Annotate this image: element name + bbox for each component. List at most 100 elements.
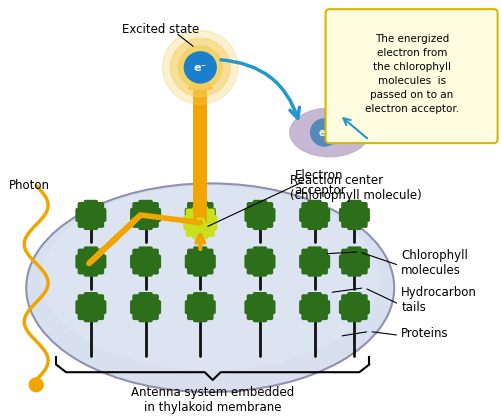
FancyBboxPatch shape bbox=[347, 216, 361, 230]
FancyBboxPatch shape bbox=[92, 208, 106, 222]
FancyBboxPatch shape bbox=[347, 200, 361, 214]
FancyBboxPatch shape bbox=[187, 294, 201, 308]
FancyBboxPatch shape bbox=[78, 249, 92, 263]
FancyBboxPatch shape bbox=[138, 247, 152, 260]
FancyBboxPatch shape bbox=[84, 200, 98, 214]
FancyBboxPatch shape bbox=[184, 208, 199, 222]
FancyBboxPatch shape bbox=[347, 247, 361, 260]
Circle shape bbox=[310, 303, 319, 312]
Circle shape bbox=[86, 303, 95, 312]
Text: Excited state: Excited state bbox=[122, 23, 199, 36]
Circle shape bbox=[178, 46, 222, 89]
FancyBboxPatch shape bbox=[353, 294, 367, 308]
FancyBboxPatch shape bbox=[252, 262, 267, 277]
FancyBboxPatch shape bbox=[138, 216, 152, 230]
FancyBboxPatch shape bbox=[199, 209, 214, 224]
FancyBboxPatch shape bbox=[246, 294, 261, 308]
FancyBboxPatch shape bbox=[84, 216, 98, 230]
FancyBboxPatch shape bbox=[338, 208, 353, 222]
Circle shape bbox=[141, 257, 150, 266]
FancyBboxPatch shape bbox=[258, 202, 273, 216]
FancyBboxPatch shape bbox=[201, 215, 217, 230]
FancyBboxPatch shape bbox=[90, 214, 104, 228]
Circle shape bbox=[310, 210, 319, 219]
FancyBboxPatch shape bbox=[307, 262, 321, 277]
FancyBboxPatch shape bbox=[246, 202, 261, 216]
Circle shape bbox=[170, 38, 229, 97]
FancyBboxPatch shape bbox=[347, 292, 361, 306]
FancyBboxPatch shape bbox=[199, 306, 213, 320]
FancyBboxPatch shape bbox=[244, 255, 259, 269]
Circle shape bbox=[349, 257, 358, 266]
FancyBboxPatch shape bbox=[144, 214, 158, 228]
FancyBboxPatch shape bbox=[78, 294, 92, 308]
FancyBboxPatch shape bbox=[301, 306, 315, 320]
FancyBboxPatch shape bbox=[187, 249, 201, 263]
FancyBboxPatch shape bbox=[307, 292, 321, 306]
FancyBboxPatch shape bbox=[138, 200, 152, 214]
FancyBboxPatch shape bbox=[138, 292, 152, 306]
FancyBboxPatch shape bbox=[301, 294, 315, 308]
Circle shape bbox=[349, 210, 358, 219]
FancyBboxPatch shape bbox=[90, 306, 104, 320]
Circle shape bbox=[141, 303, 150, 312]
FancyBboxPatch shape bbox=[299, 300, 313, 314]
FancyBboxPatch shape bbox=[84, 308, 98, 322]
FancyBboxPatch shape bbox=[84, 262, 98, 277]
Circle shape bbox=[162, 31, 237, 104]
FancyBboxPatch shape bbox=[199, 249, 213, 263]
FancyBboxPatch shape bbox=[315, 300, 330, 314]
FancyBboxPatch shape bbox=[144, 294, 158, 308]
Text: Proteins: Proteins bbox=[400, 327, 448, 340]
FancyBboxPatch shape bbox=[299, 255, 313, 269]
FancyBboxPatch shape bbox=[338, 300, 353, 314]
FancyBboxPatch shape bbox=[185, 222, 201, 237]
Text: Reaction center
(chlorophyll molecule): Reaction center (chlorophyll molecule) bbox=[289, 174, 421, 202]
FancyBboxPatch shape bbox=[261, 300, 275, 314]
FancyBboxPatch shape bbox=[144, 260, 158, 275]
FancyBboxPatch shape bbox=[307, 308, 321, 322]
FancyBboxPatch shape bbox=[199, 202, 213, 216]
Circle shape bbox=[86, 257, 95, 266]
FancyBboxPatch shape bbox=[78, 306, 92, 320]
FancyBboxPatch shape bbox=[187, 260, 201, 275]
FancyBboxPatch shape bbox=[347, 262, 361, 277]
Text: Photon: Photon bbox=[10, 179, 50, 192]
Ellipse shape bbox=[289, 108, 369, 157]
FancyBboxPatch shape bbox=[144, 249, 158, 263]
FancyBboxPatch shape bbox=[244, 208, 259, 222]
Circle shape bbox=[255, 257, 264, 266]
FancyBboxPatch shape bbox=[315, 255, 330, 269]
FancyBboxPatch shape bbox=[355, 255, 369, 269]
FancyBboxPatch shape bbox=[341, 294, 355, 308]
FancyBboxPatch shape bbox=[92, 255, 106, 269]
Text: e⁻: e⁻ bbox=[318, 129, 330, 139]
FancyBboxPatch shape bbox=[90, 260, 104, 275]
FancyBboxPatch shape bbox=[261, 208, 275, 222]
FancyBboxPatch shape bbox=[75, 300, 90, 314]
FancyBboxPatch shape bbox=[299, 208, 313, 222]
FancyBboxPatch shape bbox=[183, 215, 198, 230]
FancyBboxPatch shape bbox=[192, 224, 208, 239]
FancyBboxPatch shape bbox=[313, 202, 327, 216]
FancyBboxPatch shape bbox=[132, 260, 146, 275]
FancyBboxPatch shape bbox=[193, 308, 207, 322]
Circle shape bbox=[86, 210, 95, 219]
FancyBboxPatch shape bbox=[301, 249, 315, 263]
FancyBboxPatch shape bbox=[193, 247, 207, 260]
FancyBboxPatch shape bbox=[146, 300, 161, 314]
FancyBboxPatch shape bbox=[246, 260, 261, 275]
FancyBboxPatch shape bbox=[146, 208, 161, 222]
FancyBboxPatch shape bbox=[353, 306, 367, 320]
FancyBboxPatch shape bbox=[246, 249, 261, 263]
Circle shape bbox=[255, 210, 264, 219]
Text: Chlorophyll
molecules: Chlorophyll molecules bbox=[400, 249, 467, 278]
FancyBboxPatch shape bbox=[325, 9, 496, 143]
FancyBboxPatch shape bbox=[84, 292, 98, 306]
FancyBboxPatch shape bbox=[187, 202, 201, 216]
FancyBboxPatch shape bbox=[341, 260, 355, 275]
FancyBboxPatch shape bbox=[258, 294, 273, 308]
FancyBboxPatch shape bbox=[338, 255, 353, 269]
FancyBboxPatch shape bbox=[193, 292, 207, 306]
FancyBboxPatch shape bbox=[258, 214, 273, 228]
